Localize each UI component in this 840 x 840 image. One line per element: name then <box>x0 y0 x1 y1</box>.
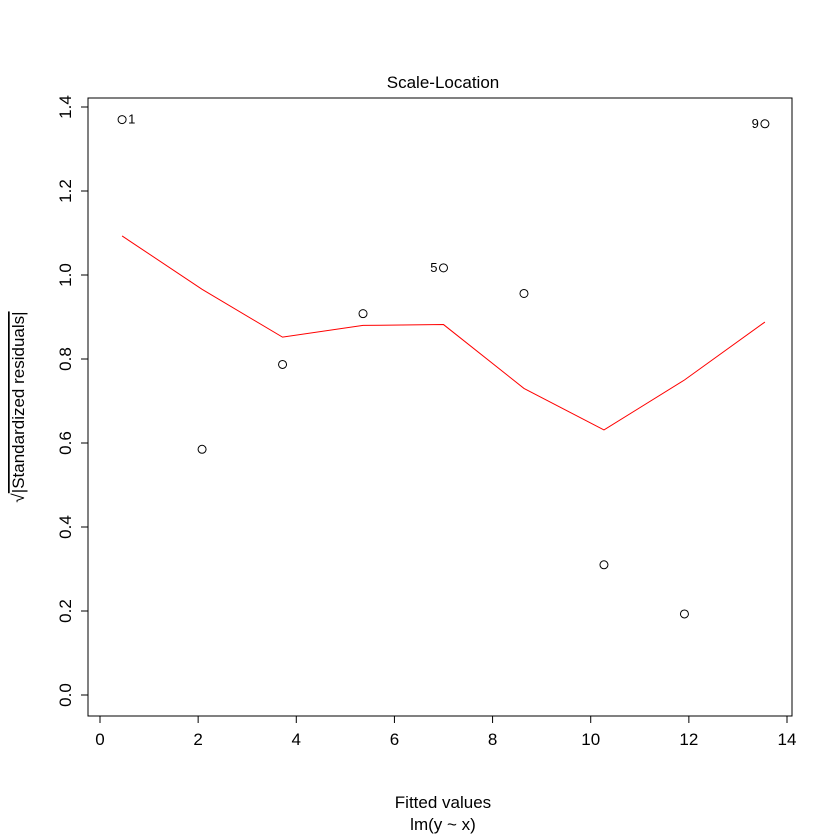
x-axis: 0 2 4 6 8 10 12 14 <box>95 715 797 749</box>
data-point <box>197 444 207 454</box>
data-point <box>760 119 770 129</box>
y-axis: 0.0 0.2 0.4 0.6 0.8 1.0 1.2 1.4 <box>56 95 89 707</box>
chart-subtitle: lm(y ~ x) <box>410 815 476 834</box>
y-axis-label-radical: √ <box>9 493 28 503</box>
y-tick-label-group: 1.4 <box>56 95 75 119</box>
data-point <box>439 263 448 273</box>
data-point <box>599 560 609 570</box>
y-tick-label: 0.4 <box>56 515 75 539</box>
points-layer: 1 5 9 <box>117 112 770 619</box>
x-tick-label: 6 <box>390 730 399 749</box>
data-point <box>519 288 529 298</box>
point-label: 9 <box>752 116 759 131</box>
point-label: 1 <box>128 112 135 127</box>
x-axis-label: Fitted values <box>395 793 491 812</box>
y-tick-label-group: 0.2 <box>56 599 75 623</box>
y-tick-label: 1.0 <box>56 263 75 287</box>
y-tick-label-group: 1.2 <box>56 179 75 203</box>
x-tick-label: 12 <box>679 730 698 749</box>
y-axis-label: √|Standardized residuals| <box>9 311 28 502</box>
x-tick-label: 14 <box>778 730 797 749</box>
point-label: 5 <box>430 260 437 275</box>
y-tick-label-group: 0.6 <box>56 431 75 455</box>
data-point <box>117 115 127 125</box>
y-tick-label-group: 1.0 <box>56 263 75 287</box>
smoother-line <box>121 235 766 431</box>
data-point <box>679 609 689 619</box>
x-tick-label: 0 <box>95 730 104 749</box>
x-tick-label: 10 <box>581 730 600 749</box>
y-tick-label: 0.6 <box>56 431 75 455</box>
y-tick-label-group: 0.8 <box>56 347 75 371</box>
y-tick-label: 1.4 <box>56 95 75 119</box>
y-tick-label: 0.0 <box>56 683 75 707</box>
y-tick-label: 0.2 <box>56 599 75 623</box>
y-tick-label: 0.8 <box>56 347 75 371</box>
y-axis-label-text: |Standardized residuals| <box>9 311 28 493</box>
y-tick-label-group: 0.0 <box>56 683 75 707</box>
x-tick-label: 4 <box>292 730 301 749</box>
data-point <box>278 359 288 369</box>
data-point <box>358 309 368 319</box>
x-tick-label: 8 <box>488 730 497 749</box>
smoother-layer <box>121 235 766 431</box>
y-tick-label-group: 0.4 <box>56 515 75 539</box>
chart-title: Scale-Location <box>387 73 499 92</box>
svg-text:√|Standardized residuals|: √|Standardized residuals| <box>9 311 28 502</box>
y-tick-label: 1.2 <box>56 179 75 203</box>
x-tick-label: 2 <box>193 730 202 749</box>
